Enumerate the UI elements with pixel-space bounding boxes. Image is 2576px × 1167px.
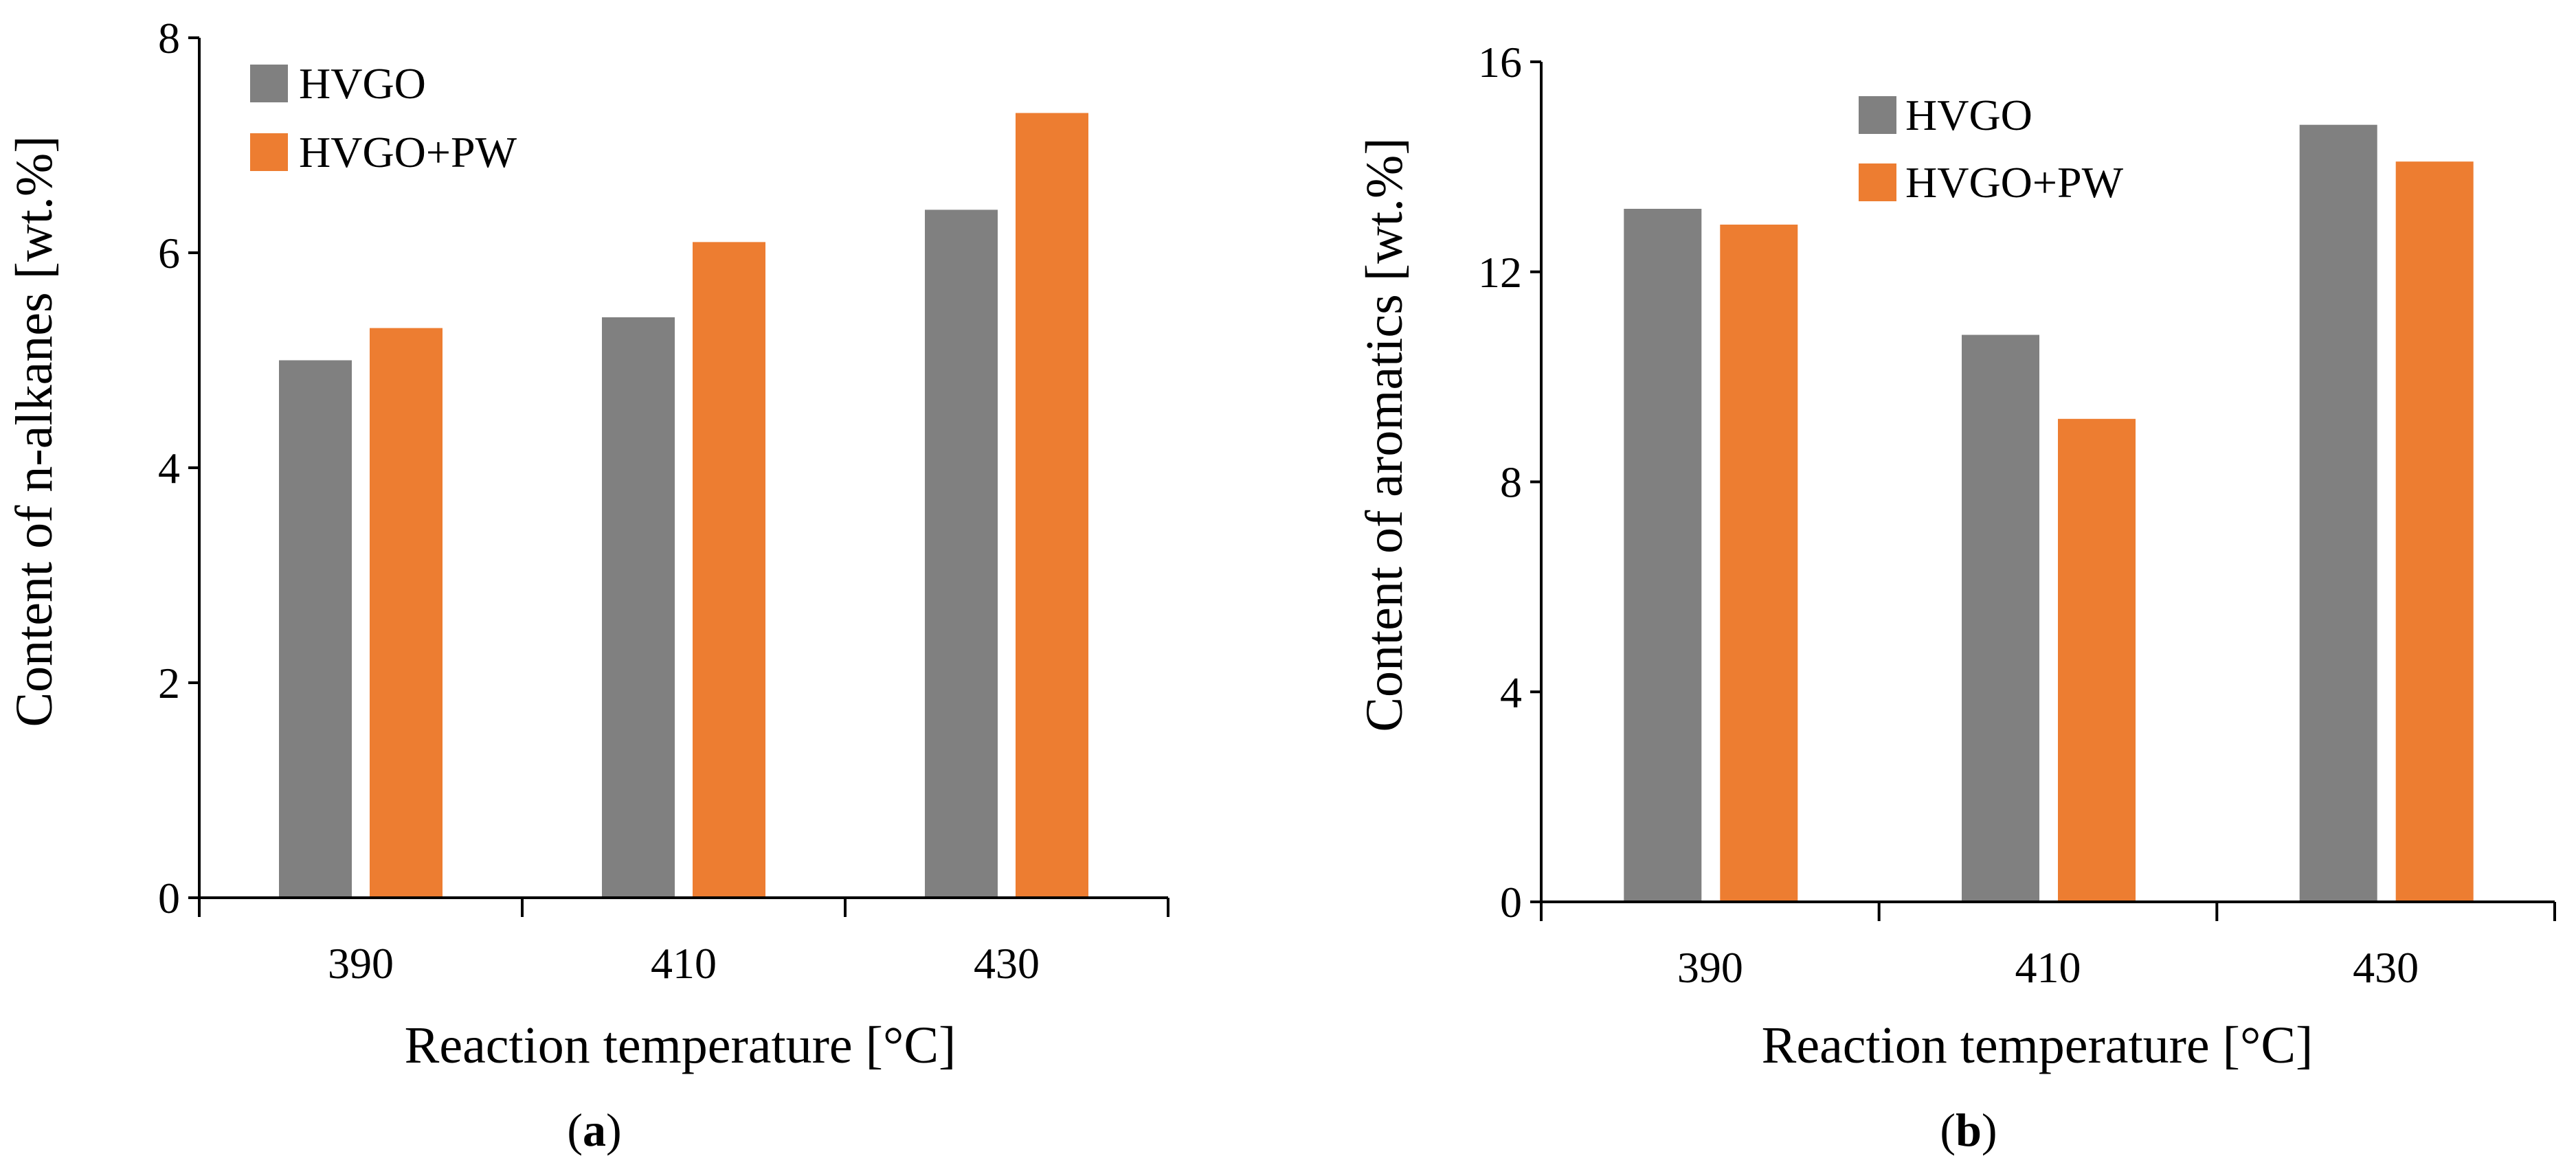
x-axis-title: Reaction temperature [°C] (405, 1017, 956, 1074)
y-tick-label: 8 (1500, 458, 1522, 507)
panel-letter: a (583, 1104, 606, 1156)
y-tick-label: 4 (158, 444, 180, 492)
legend-swatch (250, 133, 288, 171)
legend-label: HVGO+PW (1905, 158, 2124, 207)
legend-swatch (1859, 163, 1896, 201)
bar-hvgo-pw-410 (2058, 418, 2136, 902)
y-tick-label: 0 (158, 874, 180, 922)
y-tick-labels: 0 2 4 6 8 (158, 14, 180, 922)
y-tick-label: 12 (1478, 248, 1522, 297)
bar-hvgo-pw-390 (1720, 225, 1798, 902)
bar-hvgo-390 (279, 360, 352, 898)
x-tick-labels: 390 410 430 (328, 939, 1040, 988)
x-tick-label: 390 (1677, 943, 1743, 992)
legend-label: HVGO (1905, 91, 2032, 139)
bar-marks (279, 113, 1088, 898)
y-tick-label: 2 (158, 659, 180, 707)
bar-hvgo-pw-430 (2395, 161, 2474, 903)
x-tick-labels: 390 410 430 (1677, 943, 2419, 992)
y-axis-title: Content of n-alkanes [wt.%] (5, 135, 63, 727)
y-axis-title: Content of aromatics [wt.%] (1356, 137, 1413, 732)
bar-hvgo-pw-390 (370, 328, 443, 898)
chart-panel-a: 0 2 4 6 8 390 410 430 HVGO HVGO+PW Content of n… (5, 14, 1169, 1156)
panel-letter: b (1956, 1104, 1982, 1156)
legend-swatch (1859, 96, 1896, 134)
legend: HVGO HVGO+PW (1859, 91, 2124, 207)
x-tick-label: 410 (2015, 943, 2081, 992)
legend-label: HVGO (299, 59, 426, 108)
y-tick-label: 4 (1500, 668, 1522, 716)
bar-marks (1624, 124, 2474, 903)
y-tick-labels: 0 4 8 12 16 (1478, 38, 1522, 927)
bar-hvgo-pw-430 (1016, 113, 1088, 898)
x-tick-label: 430 (974, 939, 1040, 988)
x-tick-label: 410 (651, 939, 717, 988)
panel-label: (a) (567, 1104, 621, 1156)
legend-label: HVGO+PW (299, 128, 517, 177)
x-tick-label: 390 (328, 939, 394, 988)
bar-hvgo-390 (1624, 209, 1702, 902)
bar-hvgo-430 (2299, 124, 2377, 903)
bar-hvgo-430 (925, 209, 998, 898)
y-tick-label: 6 (158, 229, 180, 277)
panel-label: (b) (1940, 1104, 1997, 1156)
y-tick-label: 16 (1478, 38, 1522, 87)
x-tick-label: 430 (2353, 943, 2419, 992)
x-axis-title: Reaction temperature [°C] (1762, 1017, 2314, 1074)
chart-panel-b: 0 4 8 12 16 390 410 430 HVGO HVGO+PW Content of… (1356, 38, 2556, 1156)
legend: HVGO HVGO+PW (250, 59, 517, 177)
bar-hvgo-410 (602, 317, 675, 898)
bar-hvgo-410 (1962, 335, 2039, 902)
y-tick-label: 8 (158, 14, 180, 63)
bar-hvgo-pw-410 (693, 242, 765, 898)
legend-swatch (250, 65, 288, 102)
axes (1530, 60, 2556, 921)
y-tick-label: 0 (1500, 878, 1522, 927)
axes (188, 36, 1169, 917)
